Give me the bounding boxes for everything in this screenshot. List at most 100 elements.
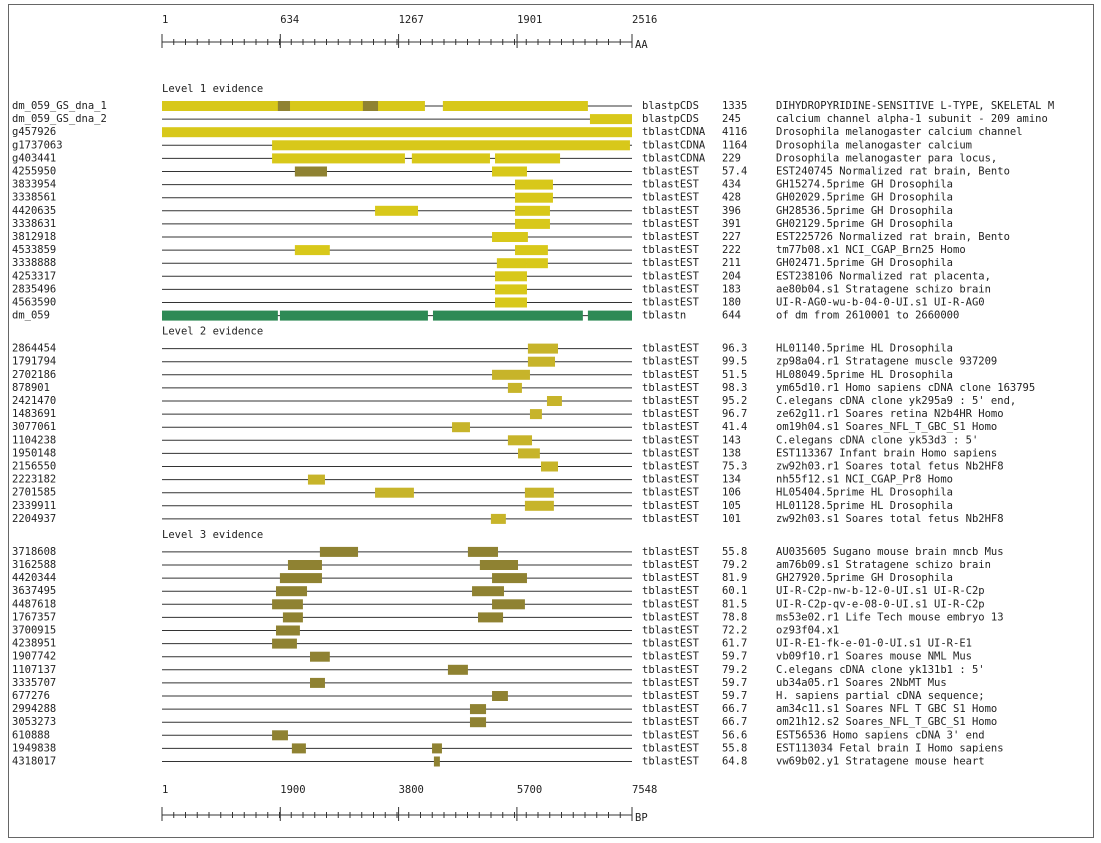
hit bbox=[375, 205, 419, 216]
row-score: 75.3 bbox=[722, 461, 747, 473]
row-score: 51.5 bbox=[722, 369, 747, 381]
row-program: tblastEST bbox=[642, 474, 700, 486]
level-title: Level 3 evidence bbox=[162, 529, 263, 541]
row-description: zw92h03.r1 Soares total fetus Nb2HF8 bbox=[776, 461, 1004, 473]
row-program: tblastEST bbox=[642, 611, 700, 623]
row-id: 3162588 bbox=[12, 559, 56, 571]
hit bbox=[307, 474, 325, 485]
hit bbox=[492, 573, 527, 584]
hit bbox=[433, 756, 440, 767]
row-program: tblastEST bbox=[642, 369, 700, 381]
hit bbox=[310, 677, 325, 688]
row-program: tblastEST bbox=[642, 677, 700, 689]
row-score: 96.3 bbox=[722, 343, 747, 355]
hit bbox=[272, 599, 303, 610]
row-description: nh55f12.s1 NCI_CGAP_Pr8 Homo bbox=[776, 474, 953, 486]
row-id: 3338631 bbox=[12, 218, 56, 230]
row-description: AU035605 Sugano mouse brain mncb Mus bbox=[776, 546, 1004, 558]
row-program: tblastCDNA bbox=[642, 139, 706, 151]
row-score: 245 bbox=[722, 113, 741, 125]
row-score: 1335 bbox=[722, 100, 747, 112]
hit bbox=[515, 192, 553, 203]
row-program: tblastEST bbox=[642, 297, 700, 309]
axis-unit: AA bbox=[635, 39, 648, 51]
row-description: vb09f10.r1 Soares mouse NML Mus bbox=[776, 651, 972, 663]
row-score: 78.8 bbox=[722, 611, 747, 623]
row-id: 3833954 bbox=[12, 179, 56, 191]
hit bbox=[495, 284, 527, 295]
row-id: 4420344 bbox=[12, 572, 56, 584]
row-score: 434 bbox=[722, 179, 741, 191]
row-score: 61.7 bbox=[722, 638, 747, 650]
row-program: tblastEST bbox=[642, 546, 700, 558]
row-score: 183 bbox=[722, 283, 741, 295]
hit bbox=[492, 599, 525, 610]
hit bbox=[362, 101, 379, 111]
row-score: 428 bbox=[722, 192, 741, 204]
row-description: EST225726 Normalized rat brain, Bento bbox=[776, 231, 1010, 243]
row-id: 1483691 bbox=[12, 408, 56, 420]
row-program: tblastEST bbox=[642, 434, 700, 446]
row-program: tblastEST bbox=[642, 192, 700, 204]
row-id: 4318017 bbox=[12, 756, 56, 768]
hit bbox=[526, 258, 548, 269]
row-program: tblastEST bbox=[642, 231, 700, 243]
hit bbox=[492, 691, 508, 701]
row-description: oz93f04.x1 bbox=[776, 625, 839, 637]
row-id: 4253317 bbox=[12, 270, 56, 282]
row-id: 2701585 bbox=[12, 487, 56, 499]
row-id: 3338561 bbox=[12, 192, 56, 204]
hit bbox=[515, 179, 553, 190]
row-id: dm_059_GS_dna_2 bbox=[12, 113, 107, 125]
row-id: 1767357 bbox=[12, 611, 56, 623]
row-score: 211 bbox=[722, 257, 741, 269]
level-title: Level 1 evidence bbox=[162, 83, 263, 95]
row-description: ms53e02.r1 Life Tech mouse embryo 13 bbox=[776, 611, 1004, 623]
row-program: tblastEST bbox=[642, 395, 700, 407]
row-score: 66.7 bbox=[722, 703, 747, 715]
row-program: tblastEST bbox=[642, 598, 700, 610]
row-program: tblastEST bbox=[642, 343, 700, 355]
row-description: UI-R-AG0-wu-b-04-0-UI.s1 UI-R-AG0 bbox=[776, 297, 985, 309]
row-id: 2835496 bbox=[12, 283, 56, 295]
hit bbox=[529, 409, 542, 420]
row-description: om19h04.s1 Soares_NFL_T_GBC_S1 Homo bbox=[776, 421, 997, 433]
hit bbox=[495, 153, 561, 164]
row-program: tblastEST bbox=[642, 572, 700, 584]
row-score: 59.7 bbox=[722, 690, 747, 702]
hit bbox=[277, 101, 291, 111]
level-title: Level 2 evidence bbox=[162, 326, 263, 338]
row-program: tblastEST bbox=[642, 270, 700, 282]
row-description: GH02471.5prime GH Drosophila bbox=[776, 257, 953, 269]
row-score: 60.1 bbox=[722, 585, 747, 597]
row-id: 3812918 bbox=[12, 231, 56, 243]
row-id: 2994288 bbox=[12, 703, 56, 715]
row-id: 1107137 bbox=[12, 664, 56, 676]
row-description: ze62g11.r1 Soares retina N2b4HR Homo bbox=[776, 408, 1004, 420]
hit bbox=[587, 310, 632, 321]
tick-label: 634 bbox=[280, 14, 299, 26]
hit bbox=[524, 500, 554, 511]
row-description: GH15274.5prime GH Drosophila bbox=[776, 179, 953, 191]
row-description: HL05404.5prime HL Drosophila bbox=[776, 487, 953, 499]
hit bbox=[432, 743, 442, 754]
axis-unit: BP bbox=[635, 812, 648, 824]
row-score: 138 bbox=[722, 447, 741, 459]
row-program: blastpCDS bbox=[642, 100, 699, 112]
row-description: tm77b08.x1 NCI_CGAP_Brn25 Homo bbox=[776, 244, 966, 256]
hit bbox=[507, 435, 533, 446]
row-id: 4420635 bbox=[12, 205, 56, 217]
hit bbox=[495, 297, 527, 308]
hit bbox=[518, 448, 540, 459]
tick-label: 7548 bbox=[632, 784, 657, 796]
tick-label: 1900 bbox=[280, 784, 305, 796]
row-id: g1737063 bbox=[12, 139, 63, 151]
row-description: calcium channel alpha-1 subunit - 209 am… bbox=[776, 113, 1048, 125]
row-id: 4533859 bbox=[12, 244, 56, 256]
hit bbox=[411, 153, 490, 164]
row-score: 59.7 bbox=[722, 677, 747, 689]
row-score: 143 bbox=[722, 434, 741, 446]
row-description: om21h12.s2 Soares_NFL_T_GBC_S1 Homo bbox=[776, 716, 997, 728]
row-id: 3637495 bbox=[12, 585, 56, 597]
row-program: tblastEST bbox=[642, 218, 700, 230]
